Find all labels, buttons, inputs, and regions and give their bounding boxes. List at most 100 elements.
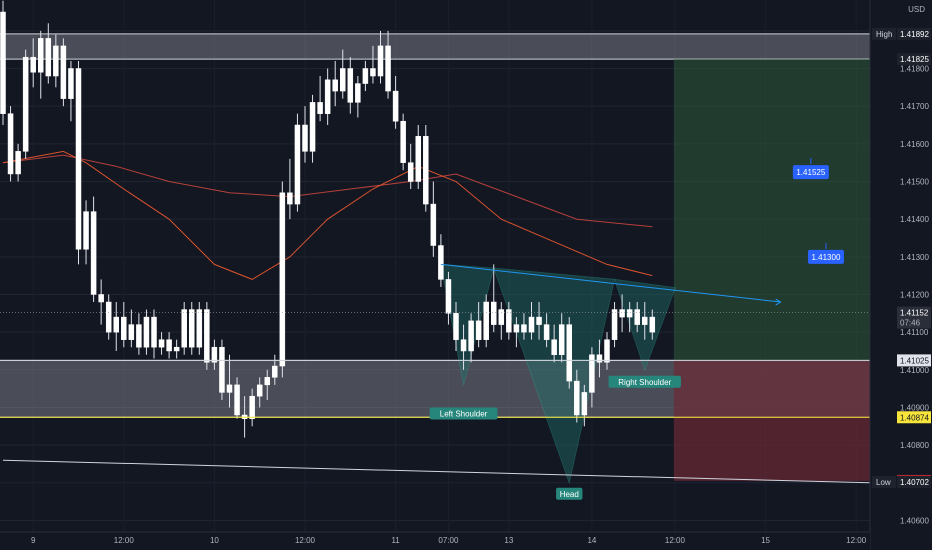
pattern-label-bg: [608, 375, 681, 388]
time-tick-label: 12:00: [114, 536, 135, 545]
candle: [90, 196, 97, 303]
candle-body-down: [302, 124, 308, 152]
candle: [196, 302, 203, 355]
candle-body-up: [272, 365, 278, 378]
price-tick-label: 1.41000: [900, 366, 929, 375]
candle: [143, 309, 150, 355]
axis-price-label[interactable]: 1.40702 Low: [872, 476, 931, 489]
candle-body-down: [90, 211, 97, 295]
candle-body-up: [226, 384, 233, 393]
candle-body-down: [45, 38, 52, 77]
candle: [445, 271, 452, 325]
candle: [619, 294, 625, 333]
time-tick-label: 15: [761, 536, 770, 545]
price-tag: 1.41525: [792, 158, 829, 180]
time-axis[interactable]: 9 12:00 10 12:00 11 07:00 13 14 12:00 15 12:00: [0, 531, 870, 550]
candle-body-down: [551, 339, 557, 355]
candle-body-up: [528, 316, 535, 333]
axis-price-label[interactable]: 1.41825: [897, 53, 931, 66]
candle: [68, 60, 74, 122]
candle: [543, 313, 550, 348]
candle-body-down: [204, 309, 210, 363]
pattern-label: Right Shoulder: [608, 375, 681, 388]
candle: [189, 302, 195, 355]
pattern-label: Left Shoulder: [429, 407, 498, 420]
candle-body-down: [536, 316, 542, 325]
candle: [611, 302, 618, 348]
candle-body-down: [438, 245, 444, 280]
candle: [324, 68, 331, 125]
candle-body-down: [347, 68, 354, 103]
candle-body-up: [22, 56, 29, 152]
candle: [347, 57, 354, 114]
candle: [264, 369, 270, 400]
candle-body-up: [362, 68, 369, 84]
candle-body-up: [15, 151, 21, 175]
candle: [415, 124, 421, 190]
candle-body-down: [649, 316, 656, 333]
candle: [166, 332, 172, 359]
candle: [272, 354, 278, 385]
candle-body-down: [370, 68, 376, 77]
candle-body-down: [460, 339, 467, 352]
position-profit-zone[interactable]: [673, 59, 870, 361]
candle-body-down: [151, 316, 157, 348]
time-tick-label: 07:00: [438, 536, 459, 545]
time-tick-label: 14: [587, 536, 596, 545]
support-trendline[interactable]: [2, 459, 871, 484]
candle-body-down: [392, 90, 399, 122]
candle: [626, 302, 633, 333]
candle: [105, 294, 112, 340]
time-tick-label: 11: [391, 536, 400, 545]
candle: [453, 302, 459, 351]
axis-price-label[interactable]: 1.41025: [897, 354, 931, 367]
candle: [7, 106, 14, 182]
axis-price-label-text: 1.40702: [900, 478, 929, 487]
price-axis[interactable]: USD1.419001.418001.417001.416001.415001.…: [869, 0, 932, 550]
countdown-text: 07:46: [900, 319, 921, 328]
position-loss-zone[interactable]: [673, 360, 870, 481]
candle: [400, 113, 406, 171]
candle-body-down: [407, 162, 414, 182]
candle: [234, 377, 240, 419]
position-layer[interactable]: [673, 59, 870, 481]
candle-body-up: [324, 79, 331, 114]
neckline-trendline[interactable]: [440, 263, 781, 303]
currency-label: USD: [908, 5, 925, 14]
candle-body-up: [355, 83, 361, 103]
candle-body-down: [0, 11, 6, 114]
candle-body-up: [249, 395, 255, 420]
axis-price-label-text: 1.41825: [900, 55, 929, 64]
candle: [151, 309, 157, 359]
candle-body-up: [264, 377, 270, 386]
candle: [581, 384, 588, 427]
candle: [649, 309, 656, 340]
candle-body-down: [60, 45, 67, 99]
candle-body-up: [128, 324, 135, 340]
candle: [528, 302, 535, 340]
candle-body-up: [483, 301, 489, 340]
candle-body-up: [279, 192, 286, 367]
candle: [521, 313, 527, 340]
candle-body-down: [136, 324, 142, 348]
candle: [279, 181, 286, 378]
candle: [634, 302, 640, 333]
annotations-layer: Left Shoulder Head Right Shoulder 1.41525 1.…: [429, 158, 844, 500]
candle-body-up: [415, 136, 421, 182]
candle: [287, 158, 293, 220]
candle-body-up: [211, 346, 218, 363]
candle-body-up: [611, 309, 618, 340]
candle-body-down: [317, 102, 323, 114]
candle: [423, 124, 429, 212]
axis-price-label[interactable]: 1.40874: [897, 411, 931, 424]
axis-price-label[interactable]: 1.41892 High: [872, 27, 931, 40]
candle-body-up: [558, 324, 565, 355]
candle-body-down: [475, 320, 482, 340]
axis-price-prefix-bg: [872, 476, 896, 489]
candle-body-up: [513, 324, 520, 333]
price-tick-label: 1.41600: [900, 140, 929, 149]
axis-price-label-text: 1.41025: [900, 356, 929, 365]
price-tick-label: 1.41300: [900, 253, 929, 262]
